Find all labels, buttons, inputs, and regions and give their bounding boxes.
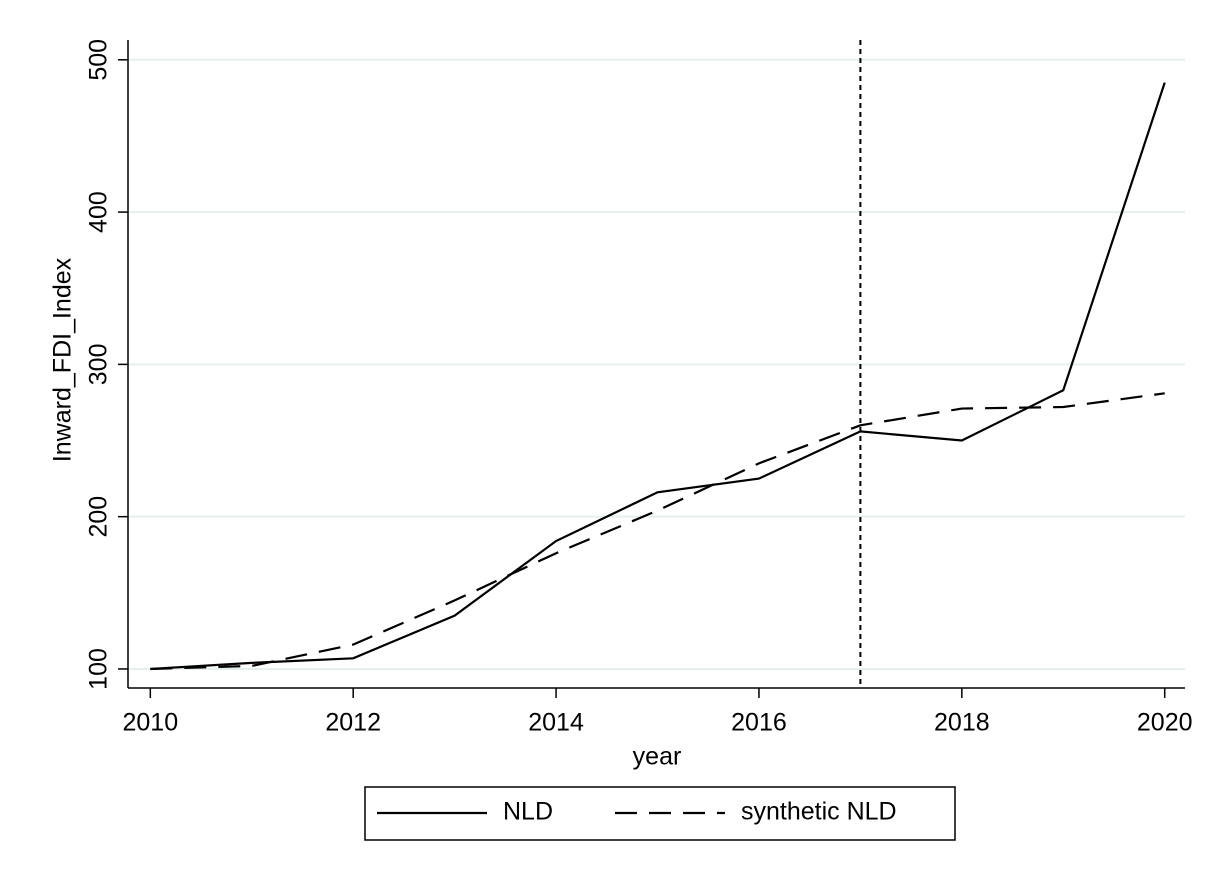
x-axis-label: year xyxy=(633,743,682,771)
x-tick-label: 2014 xyxy=(528,709,584,737)
y-axis-label: Inward_FDI_Index xyxy=(49,257,77,462)
y-tick-label: 400 xyxy=(85,191,113,233)
y-tick-label: 300 xyxy=(85,344,113,386)
x-tick-label: 2016 xyxy=(731,709,787,737)
y-tick-label: 500 xyxy=(85,39,113,81)
legend-box xyxy=(364,786,956,841)
x-tick-label: 2018 xyxy=(934,709,990,737)
y-tick-label: 200 xyxy=(85,496,113,538)
x-tick-label: 2020 xyxy=(1137,709,1193,737)
series-line xyxy=(150,82,1166,671)
x-tick-label: 2010 xyxy=(123,709,179,737)
legend-label: synthetic NLD xyxy=(741,798,897,826)
x-tick-label: 2012 xyxy=(325,709,381,737)
legend-label: NLD xyxy=(503,798,553,826)
y-tick-label: 100 xyxy=(85,648,113,690)
series-line xyxy=(150,392,1165,671)
